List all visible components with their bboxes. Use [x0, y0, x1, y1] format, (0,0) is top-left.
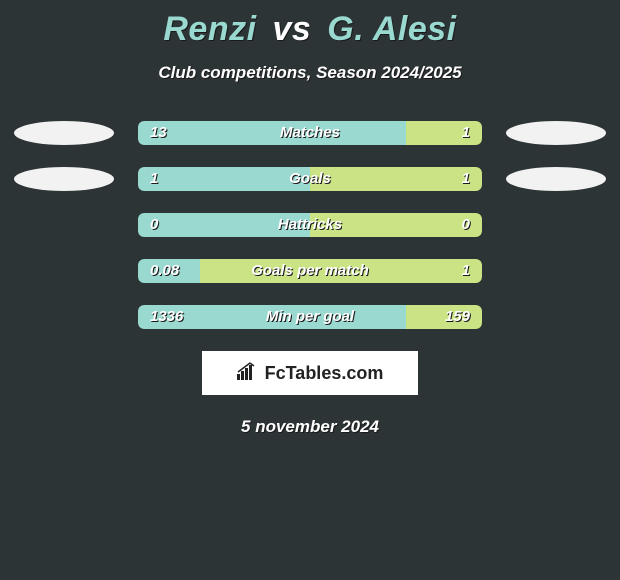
bar-segment-left [138, 213, 310, 237]
player1-oval [14, 121, 114, 145]
page-title: Renzi vs G. Alesi [0, 0, 620, 49]
stat-bar: 11Goals [138, 167, 482, 191]
chart-icon [237, 362, 259, 385]
stat-row: 0.081Goals per match [0, 259, 620, 283]
bar-segment-right [406, 121, 482, 145]
player2-name: G. Alesi [327, 10, 456, 48]
stat-row: 00Hattricks [0, 213, 620, 237]
player2-oval [506, 121, 606, 145]
branding-text: FcTables.com [265, 363, 384, 384]
vs-text: vs [273, 10, 312, 48]
bar-segment-right [310, 167, 482, 191]
player1-oval [14, 167, 114, 191]
stat-bar: 0.081Goals per match [138, 259, 482, 283]
stat-bar: 1336159Min per goal [138, 305, 482, 329]
stat-value-right: 0 [462, 213, 470, 237]
stat-value-left: 0.08 [150, 259, 179, 283]
bar-segment-left [138, 167, 310, 191]
bar-segment-right [200, 259, 482, 283]
stat-row: 1336159Min per goal [0, 305, 620, 329]
stat-row: 11Goals [0, 167, 620, 191]
stat-value-right: 1 [462, 121, 470, 145]
stat-value-right: 159 [445, 305, 470, 329]
stats-container: 131Matches11Goals00Hattricks0.081Goals p… [0, 121, 620, 329]
stat-value-left: 13 [150, 121, 167, 145]
bar-segment-left [138, 121, 406, 145]
stat-value-right: 1 [462, 259, 470, 283]
stat-value-left: 1336 [150, 305, 183, 329]
stat-bar: 00Hattricks [138, 213, 482, 237]
stat-value-left: 1 [150, 167, 158, 191]
branding-badge: FcTables.com [202, 351, 418, 395]
date-text: 5 november 2024 [0, 417, 620, 437]
stat-value-left: 0 [150, 213, 158, 237]
stat-bar: 131Matches [138, 121, 482, 145]
stat-row: 131Matches [0, 121, 620, 145]
bar-segment-right [310, 213, 482, 237]
subtitle: Club competitions, Season 2024/2025 [0, 63, 620, 83]
player1-name: Renzi [163, 10, 256, 48]
stat-value-right: 1 [462, 167, 470, 191]
player2-oval [506, 167, 606, 191]
